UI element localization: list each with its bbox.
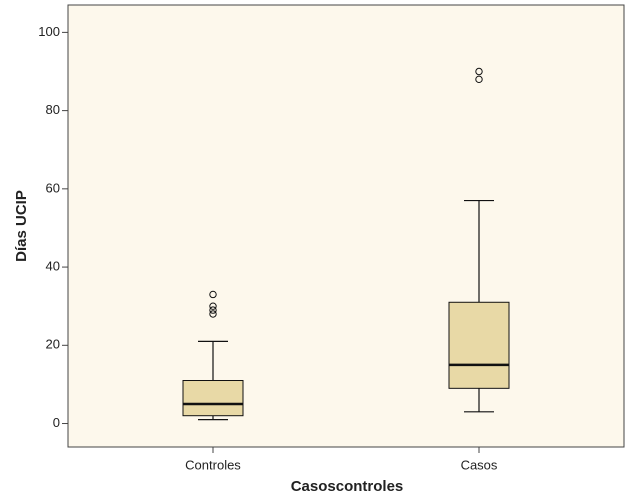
outlier (475, 67, 483, 76)
x-tick-label: Controles (185, 457, 241, 472)
x-axis-title: Casoscontroles (291, 478, 404, 495)
y-tick-label: 0 (53, 415, 60, 430)
outlier (209, 302, 217, 310)
box (448, 301, 510, 389)
y-tick-label: 100 (38, 24, 60, 39)
outlier (209, 290, 217, 299)
y-tick-label: 80 (46, 102, 60, 117)
outlier (209, 310, 217, 318)
y-tick-label: 60 (46, 180, 60, 195)
y-tick-label: 40 (46, 259, 60, 274)
box (182, 380, 244, 417)
x-tick-label: Casos (461, 457, 498, 472)
plot-area (67, 4, 625, 448)
y-tick-label: 20 (46, 337, 60, 352)
outlier (475, 75, 483, 84)
y-axis-title: Días UCIP (13, 190, 30, 262)
outlier (209, 306, 217, 314)
